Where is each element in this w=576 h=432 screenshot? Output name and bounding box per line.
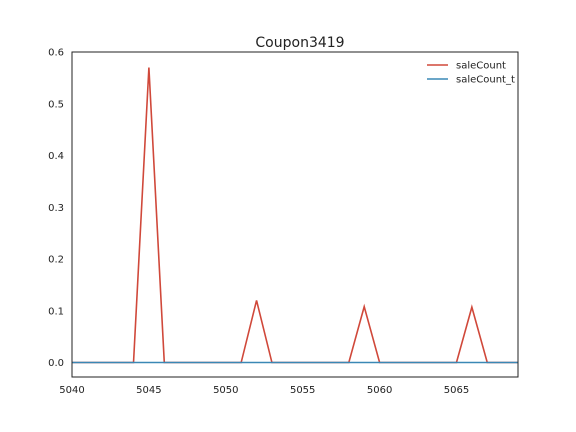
y-axis-ticks: 0.0 0.1 0.2 0.3 0.4 0.5 0.6 (48, 48, 64, 370)
y-tick-label: 0.6 (48, 48, 64, 59)
y-tick-label: 0.4 (48, 151, 64, 162)
y-tick-label: 0.5 (48, 99, 64, 110)
y-tick-label: 0.1 (48, 306, 64, 317)
x-axis-ticks: 5040 5045 5050 5055 5060 5065 (59, 385, 469, 396)
x-tick-label: 5065 (444, 385, 469, 396)
x-tick-label: 5045 (136, 385, 161, 396)
y-tick-label: 0.0 (48, 358, 64, 369)
series-layer (72, 67, 518, 364)
legend: saleCount saleCount_t (427, 61, 515, 86)
legend-label: saleCount (456, 61, 506, 72)
y-tick-label: 0.3 (48, 203, 64, 214)
x-tick-label: 5040 (59, 385, 84, 396)
series-line-salecount (72, 67, 518, 364)
chart-title: Coupon3419 (255, 35, 344, 51)
x-tick-label: 5055 (290, 385, 315, 396)
x-tick-label: 5060 (367, 385, 392, 396)
legend-label: saleCount_t (456, 75, 515, 86)
y-tick-label: 0.2 (48, 255, 64, 266)
plot-frame (71, 51, 519, 378)
x-tick-label: 5050 (213, 385, 238, 396)
